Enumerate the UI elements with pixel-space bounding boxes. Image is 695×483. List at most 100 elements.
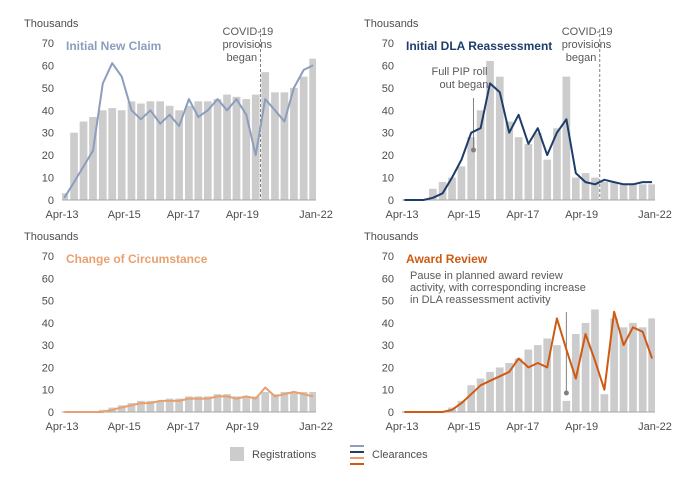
registration-bar [629,322,637,412]
registration-bar [600,182,609,200]
x-tick-label: Apr-13 [385,209,418,221]
y-tick-label: 10 [42,173,54,185]
x-tick-label: Apr-13 [385,421,418,433]
registration-bar [213,394,222,412]
x-tick-label: Apr-15 [447,421,480,433]
y-tick-label: 30 [382,340,394,352]
registration-bar [89,117,97,200]
registration-bar [638,327,647,412]
registration-bar [299,76,308,200]
registration-bar [165,105,174,200]
y-tick-label: 0 [388,407,394,419]
x-tick-label: Apr-13 [45,209,78,221]
clearance-line [404,310,654,413]
y-tick-label: 20 [42,362,54,374]
registration-bar [271,394,279,412]
registration-bar [562,76,571,200]
annotation-text: COVID-19 provisions began [562,26,613,64]
registration-bar [194,396,203,412]
x-tick-label: Apr-19 [565,209,598,221]
registration-bar [476,110,485,200]
registration-bar [505,362,514,412]
registration-bar [543,159,552,200]
y-tick-label: 70 [42,251,54,263]
annotation-line: Full PIP roll [431,66,487,78]
registration-bar [309,391,316,412]
registration-bar [146,400,155,412]
x-tick-label: Apr-19 [226,421,259,433]
registration-bar [175,398,183,412]
registration-bar [438,182,447,200]
clearance-line [64,386,314,413]
y-tick-label: 10 [382,173,394,185]
registration-bar [495,367,504,412]
registration-bar [571,334,580,412]
registration-bar [70,132,78,200]
registration-bar [117,405,126,412]
registration-bar [280,92,289,200]
registration-bar [553,345,561,412]
annotation-line: provisions [562,39,612,51]
x-tick-label: Apr-17 [506,421,539,433]
x-tick-label: Apr-19 [565,421,598,433]
registration-bar [514,358,523,412]
registration-bar [251,94,260,200]
registration-bar [299,391,308,412]
y-tick-label: 40 [42,318,54,330]
registration-bar [290,391,298,412]
annotation-line: began [566,52,597,64]
x-tick-label: Apr-15 [108,209,141,221]
registration-bar [137,400,145,412]
registration-bar [486,60,494,200]
annotation-line: out began [439,79,488,91]
y-tick-label: 20 [42,150,54,162]
annotation-line: activity, with corresponding increase [410,282,586,294]
registration-bar [127,403,136,412]
y-tick-label: 40 [382,318,394,330]
panel-1: Thousands 0 10 20 30 40 50 60 70 COVID-19 provisio… [24,18,333,221]
x-tick-label: Jan-22 [299,209,333,221]
registration-bar [261,391,270,412]
y-tick-label: 30 [382,128,394,140]
registration-bar [175,110,183,200]
x-tick-label: Apr-17 [167,209,200,221]
y-tick-label: 40 [42,105,54,117]
clearance-line [404,82,653,201]
registration-bar [581,322,590,412]
x-tick-label: Jan-22 [638,209,672,221]
registration-bar [203,101,212,200]
registration-bar [457,400,466,412]
registration-bar [232,96,241,200]
y-tick-label: 10 [382,385,394,397]
y-tick-label: 50 [382,83,394,95]
y-tick-label: 60 [382,60,394,72]
registration-bar [429,188,437,200]
y-tick-label: 60 [42,273,54,285]
registration-bar [533,132,542,200]
annotation-text: Pause in planned award review activity, w… [410,270,586,306]
x-tick-label: Jan-22 [299,421,333,433]
registration-bar [600,394,609,412]
x-tick-label: Jan-22 [638,421,672,433]
registration-bar [203,396,212,412]
annotation-line: provisions [223,39,273,51]
registration-bar [638,184,647,200]
registration-bar [108,108,117,200]
x-tick-label: Apr-19 [226,209,259,221]
x-tick-label: Apr-15 [447,209,480,221]
y-tick-label: 70 [382,251,394,263]
y-tick-label: 30 [42,340,54,352]
registration-bar [98,110,107,200]
registration-bar [648,184,655,200]
y-tick-label: 70 [382,38,394,50]
registration-bar [553,128,561,200]
panel-3: Thousands 0 10 20 30 40 50 60 70 Change of Circum… [24,231,333,433]
legend-registrations-swatch [230,447,244,461]
y-tick-label: 60 [42,60,54,72]
registration-bar [448,177,456,200]
unit-label: Thousands [24,231,79,243]
registration-bar [242,396,251,412]
registration-bar [571,177,580,200]
registration-bar [156,101,165,200]
